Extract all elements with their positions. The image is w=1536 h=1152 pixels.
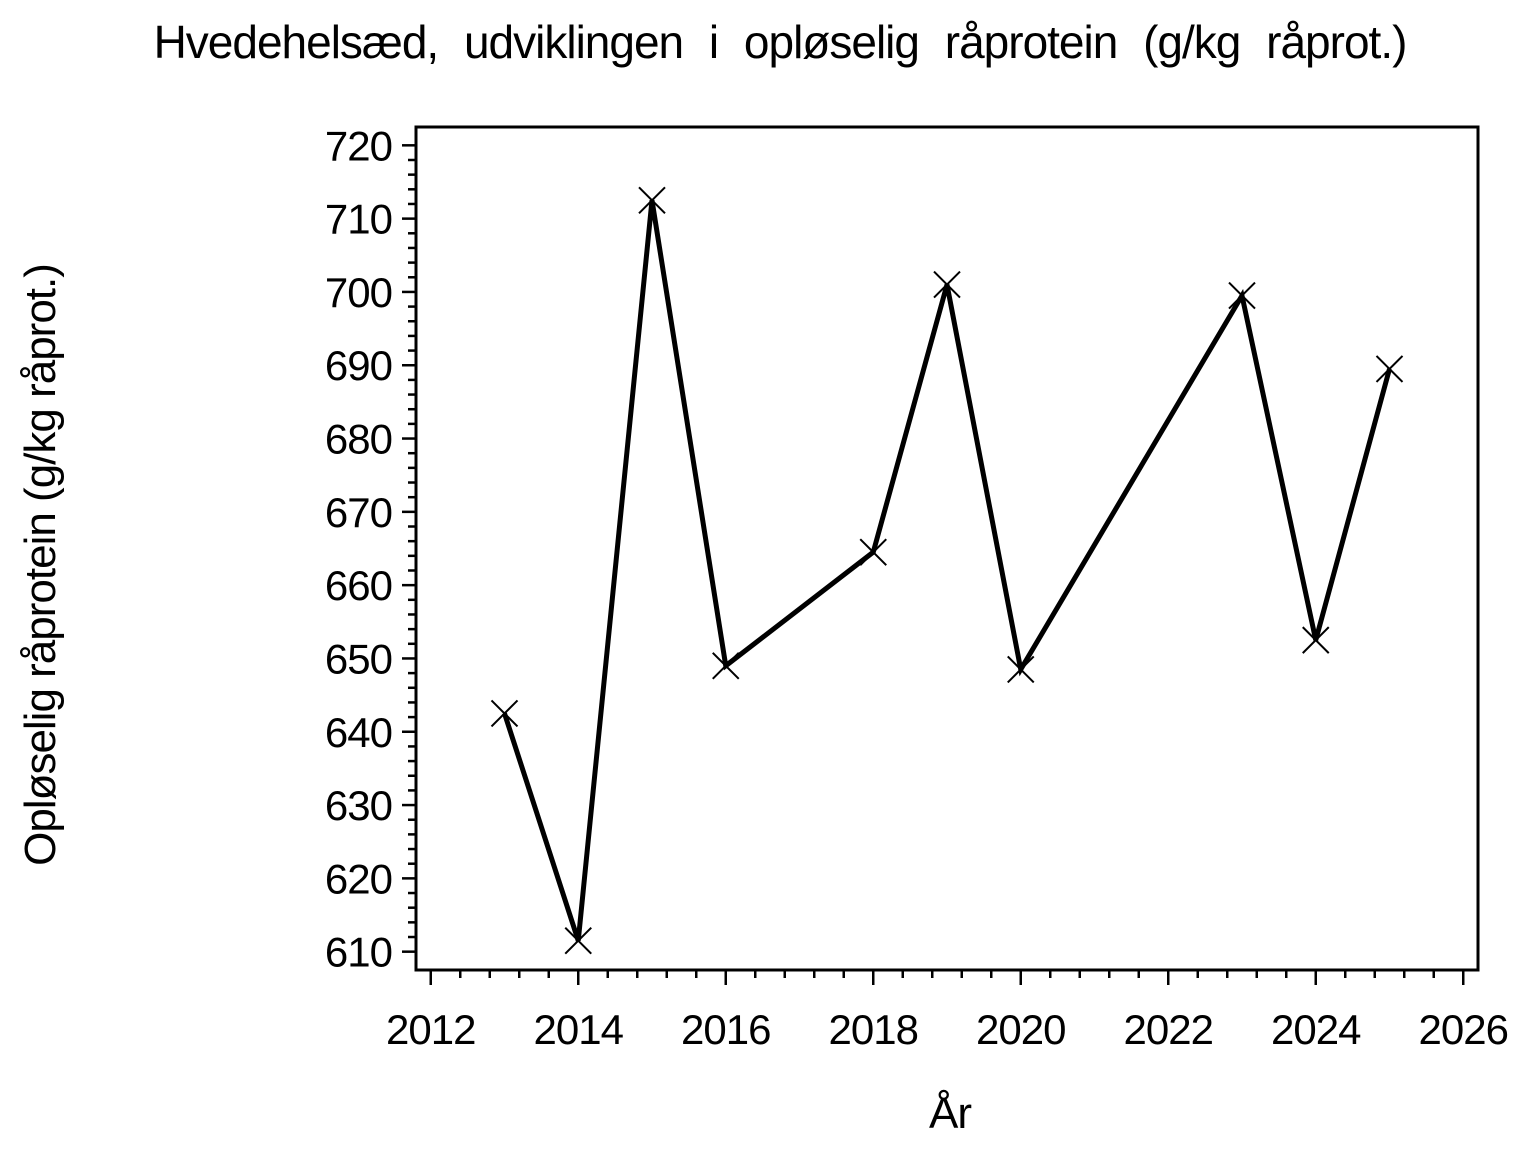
y-tick-label: 670	[325, 489, 392, 536]
y-tick-label: 690	[325, 342, 392, 389]
x-tick-label: 2024	[1271, 1006, 1361, 1053]
series-line	[502, 199, 1392, 942]
data-point-marker	[1007, 655, 1035, 684]
data-point-marker	[638, 186, 666, 215]
x-tick-label: 2018	[829, 1006, 918, 1053]
x-tick-label: 2026	[1419, 1006, 1508, 1053]
x-tick-label: 2022	[1124, 1006, 1213, 1053]
data-point-marker	[1375, 355, 1404, 383]
y-tick-label: 680	[325, 416, 392, 463]
y-tick-label: 630	[325, 782, 392, 829]
x-axis-label: År	[929, 1089, 971, 1138]
data-point-marker	[564, 926, 592, 955]
data-point-marker	[712, 652, 740, 680]
y-tick-label: 700	[325, 269, 392, 316]
plot-area: 610 620 630 640 650 660 670 680 690 700 710 720 2012…	[325, 122, 1509, 1053]
data-point-marker	[859, 538, 887, 566]
y-tick-label: 720	[325, 122, 392, 169]
y-tick-label: 620	[325, 855, 392, 902]
x-tick-label: 2016	[681, 1006, 770, 1053]
x-tick-label: 2014	[534, 1006, 624, 1053]
x-tick-label: 2012	[386, 1006, 475, 1053]
y-tick-label: 710	[325, 196, 392, 243]
data-point-marker	[490, 699, 519, 728]
plot-frame	[414, 125, 1480, 972]
data-point-marker	[1228, 281, 1256, 310]
y-axis-label: Opløselig råprotein (g/kg råprot.)	[16, 264, 65, 866]
chart-title: Hvedehelsæd, udviklingen i opløselig råp…	[154, 16, 1407, 68]
x-tick-label: 2020	[976, 1006, 1065, 1053]
y-tick-label: 650	[325, 635, 392, 682]
y-tick-label: 610	[325, 929, 392, 976]
data-point-marker	[1302, 626, 1330, 654]
y-tick-label: 640	[325, 709, 392, 756]
data-point-marker	[933, 270, 961, 299]
y-tick-label: 660	[325, 562, 392, 609]
